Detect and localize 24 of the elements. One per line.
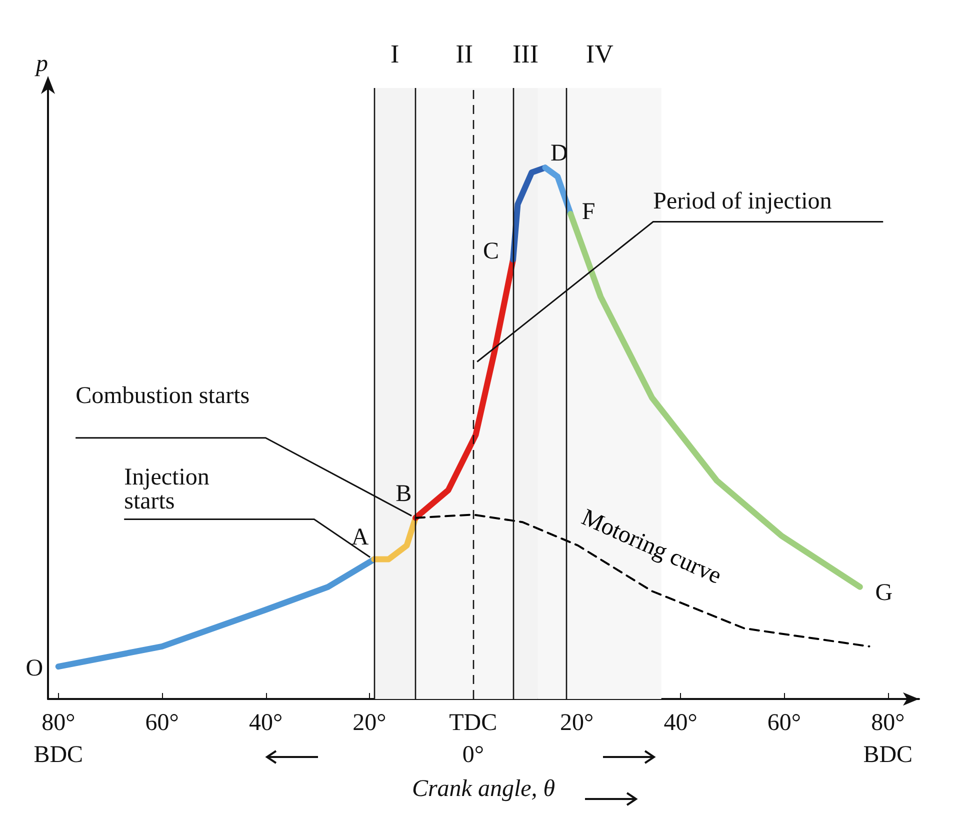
annotation: Period of injection — [653, 188, 832, 215]
x-tick-label: 80° BDC — [34, 710, 84, 768]
band-label: IV — [586, 40, 614, 68]
annotation: Combustion starts — [76, 382, 250, 409]
x-tick-label: 80° BDC — [863, 710, 913, 768]
annotation: C — [483, 238, 500, 265]
annotation: A — [351, 524, 370, 550]
x-tick-label: 40° — [248, 710, 283, 736]
x-tick-label: 40° — [664, 710, 698, 736]
x-tick-label: 60° — [145, 710, 179, 736]
x-tick-label: TDC 0° — [449, 710, 498, 768]
annotation: F — [582, 198, 596, 225]
x-tick-label: 20° — [560, 710, 594, 736]
x-tick-label: 20° — [352, 710, 386, 736]
x-tick-label: 60° — [767, 710, 802, 736]
annotation: O — [26, 656, 44, 682]
band-label: III — [512, 40, 538, 68]
annotation: G — [875, 580, 893, 606]
y-axis-title: p — [34, 51, 48, 77]
band-label: II — [456, 40, 473, 68]
band-label: I — [390, 40, 400, 68]
annotation: Injection starts — [124, 464, 216, 514]
annotation: B — [396, 480, 412, 507]
x-axis-title: Crank angle, θ — [412, 776, 556, 802]
